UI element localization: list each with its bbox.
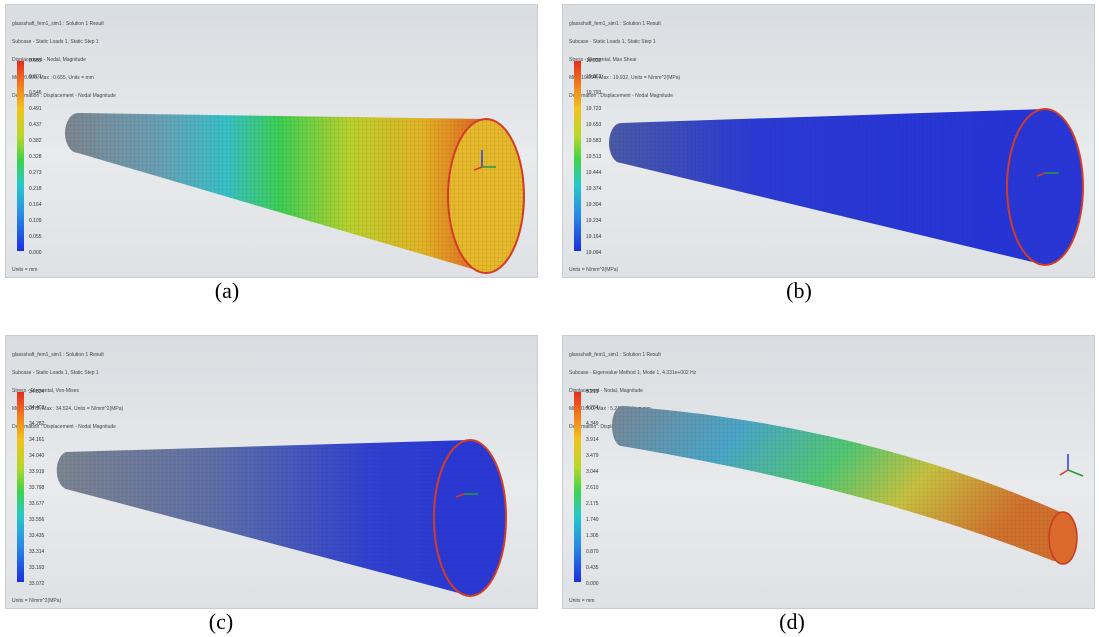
legend-color-bar <box>574 392 581 582</box>
legend-tick: 19.304 <box>586 202 602 208</box>
coordinate-triad-icon <box>1059 454 1084 477</box>
coordinate-triad-icon <box>1036 172 1059 177</box>
legend-tick: 0.055 <box>29 234 42 240</box>
legend-tick: 34.040 <box>29 453 45 459</box>
header-line: Deformation : Displacement - Nodal Magni… <box>569 93 673 99</box>
header-line: glassshaft_fem1_sim1 : Solution 1 Result <box>12 352 104 358</box>
legend-tick: 3.044 <box>586 469 599 475</box>
legend-tick: 33.435 <box>29 533 45 539</box>
legend-tick: 33.556 <box>29 517 45 523</box>
units-label: Units = mm <box>569 598 595 604</box>
header-line: Stress - Elemental, Max Shear <box>569 57 637 63</box>
header-line: Subcase - Static Loads 1, Static Step 1 <box>12 370 99 376</box>
legend-tick: 33.798 <box>29 485 45 491</box>
header-line: glassshaft_fem1_sim1 : Solution 1 Result <box>12 21 104 27</box>
shaft-model-b <box>609 108 1084 266</box>
legend-tick: 5.219 <box>586 389 599 395</box>
coordinate-triad-icon <box>473 150 496 171</box>
legend-tick: 34.524 <box>29 389 45 395</box>
legend-color-bar <box>574 61 581 251</box>
legend-tick: 19.583 <box>586 138 602 144</box>
legend-tick: 3.479 <box>586 453 599 459</box>
header-line: glassshaft_fem1_sim1 : Solution 1 Result <box>569 21 661 27</box>
legend-color-bar <box>17 392 24 582</box>
header-line: Subcase - Static Loads 1, Static Step 1 <box>12 39 99 45</box>
legend-tick: 1.740 <box>586 517 599 523</box>
caption-d: (d) <box>779 609 805 634</box>
legend-tick: 34.282 <box>29 421 45 427</box>
legend-tick: 4.349 <box>586 421 599 427</box>
legend-tick: 19.863 <box>586 74 602 80</box>
legend-tick: 0.000 <box>29 250 42 256</box>
legend-tick: 19.723 <box>586 106 602 112</box>
legend-tick: 0.164 <box>29 202 42 208</box>
units-label: Units = mm <box>12 267 38 273</box>
caption-a: (a) <box>214 278 240 303</box>
legend-tick: 19.444 <box>586 170 602 176</box>
legend-tick: 19.164 <box>586 234 602 240</box>
legend-tick: 0.546 <box>29 90 42 96</box>
header-line: Subcase - Eigenvalue Method 1, Mode 1, 4… <box>569 370 697 376</box>
caption-b: (b) <box>786 278 812 303</box>
legend-tick: 19.653 <box>586 122 602 128</box>
units-label: Units = N/mm^2(MPa) <box>569 267 619 273</box>
shaft-model-c <box>56 439 507 597</box>
legend-tick: 0.601 <box>29 74 42 80</box>
legend-tick: 2.175 <box>586 501 599 507</box>
legend-tick: 19.234 <box>586 218 602 224</box>
caption-c: (c) <box>208 609 234 634</box>
shaft-model-d <box>611 405 1084 565</box>
legend-tick: 33.919 <box>29 469 45 475</box>
result-panel-c: glassshaft_fem1_sim1 : Solution 1 Result… <box>5 335 538 609</box>
legend-tick: 0.273 <box>29 170 42 176</box>
legend-tick: 2.610 <box>586 485 599 491</box>
result-panel-d: glassshaft_fem1_sim1 : Solution 1 Result… <box>562 335 1095 609</box>
legend-color-bar <box>17 61 24 251</box>
shaft-model-a <box>65 113 525 274</box>
legend-tick: 0.437 <box>29 122 42 128</box>
legend-tick: 34.161 <box>29 437 45 443</box>
legend-tick: 19.513 <box>586 154 602 160</box>
legend-tick: 0.870 <box>586 549 599 555</box>
legend-tick: 33.314 <box>29 549 45 555</box>
result-panel-a: glassshaft_fem1_sim1 : Solution 1 Result… <box>5 4 538 278</box>
header-line: Displacement - Nodal, Magnitude <box>12 57 86 63</box>
header-line: Deformation : Displacement - Nodal Magni… <box>12 93 116 99</box>
result-header: glassshaft_fem1_sim1 : Solution 1 Result… <box>12 340 123 442</box>
result-panel-b: glassshaft_fem1_sim1 : Solution 1 Result… <box>562 4 1095 278</box>
result-header: glassshaft_fem1_sim1 : Solution 1 Result… <box>12 9 116 111</box>
legend-tick: 3.914 <box>586 437 599 443</box>
units-label: Units = N/mm^2(MPa) <box>12 598 62 604</box>
header-line: Deformation : Displacement - Nodal Magni… <box>12 424 116 430</box>
legend-tick: 19.793 <box>586 90 602 96</box>
legend-tick: 33.072 <box>29 581 45 587</box>
legend-tick: 1.305 <box>586 533 599 539</box>
legend-tick: 19.374 <box>586 186 602 192</box>
header-line: Subcase - Static Loads 1, Static Step 1 <box>569 39 656 45</box>
legend-tick: 4.784 <box>586 405 599 411</box>
legend-tick: 0.491 <box>29 106 42 112</box>
legend-tick: 0.328 <box>29 154 42 160</box>
legend-tick: 0.218 <box>29 186 42 192</box>
header-line: glassshaft_fem1_sim1 : Solution 1 Result <box>569 352 661 358</box>
legend-tick: 33.677 <box>29 501 45 507</box>
coordinate-triad-icon <box>455 493 478 498</box>
legend-tick: 0.109 <box>29 218 42 224</box>
legend-tick: 0.435 <box>586 565 599 571</box>
header-line: Stress - Elemental, Von-Mises <box>12 388 79 394</box>
legend-tick: 0.655 <box>29 58 42 64</box>
legend-tick: 19.932 <box>586 58 602 64</box>
legend-tick: 0.000 <box>586 581 599 587</box>
legend-tick: 0.382 <box>29 138 42 144</box>
legend-tick: 33.193 <box>29 565 45 571</box>
legend-tick: 19.094 <box>586 250 602 256</box>
legend-tick: 34.403 <box>29 405 45 411</box>
shaft-end-face <box>1048 511 1078 565</box>
result-header: glassshaft_fem1_sim1 : Solution 1 Result… <box>569 9 680 111</box>
header-line: Displacement - Nodal, Magnitude <box>569 388 643 394</box>
